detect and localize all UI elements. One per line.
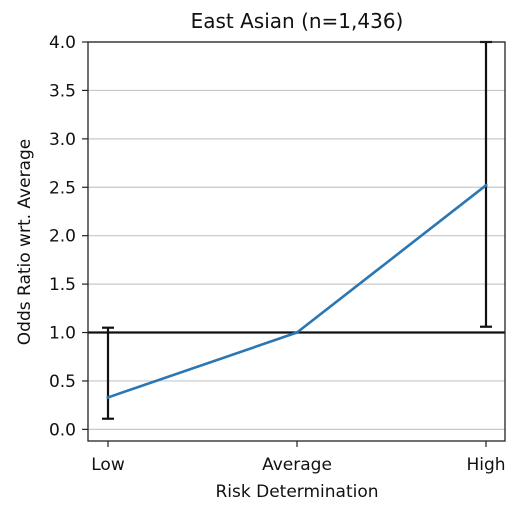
- y-tick-label: 2.5: [49, 178, 76, 198]
- y-tick-label: 1.5: [49, 275, 76, 295]
- y-tick-label: 4.0: [49, 33, 76, 53]
- series-line: [106, 184, 488, 399]
- y-ticks: 0.0 0.5 1.0 1.5 2.0 2.5 3.0 3.5 4.0: [49, 33, 88, 440]
- data-point: [295, 330, 299, 335]
- series-line-group: [106, 183, 488, 400]
- y-tick-label: 1.0: [49, 324, 76, 344]
- y-tick-label: 0.5: [49, 372, 76, 392]
- data-point: [484, 183, 488, 187]
- x-ticks: Low Average High: [91, 441, 506, 475]
- y-tick-label: 3.5: [49, 81, 76, 101]
- x-tick-label: High: [466, 455, 505, 475]
- x-tick-label: Average: [262, 455, 332, 475]
- x-axis-title: Risk Determination: [215, 482, 378, 502]
- y-axis-title: Odds Ratio wrt. Average: [15, 139, 35, 345]
- y-tick-label: 0.0: [49, 420, 76, 440]
- grid-lines: [88, 41, 505, 430]
- data-point: [106, 395, 110, 400]
- chart-title: East Asian (n=1,436): [191, 9, 404, 33]
- x-tick-label: Low: [91, 455, 125, 475]
- y-tick-label: 3.0: [49, 130, 76, 150]
- error-bars: [102, 40, 492, 420]
- y-tick-label: 2.0: [49, 227, 76, 247]
